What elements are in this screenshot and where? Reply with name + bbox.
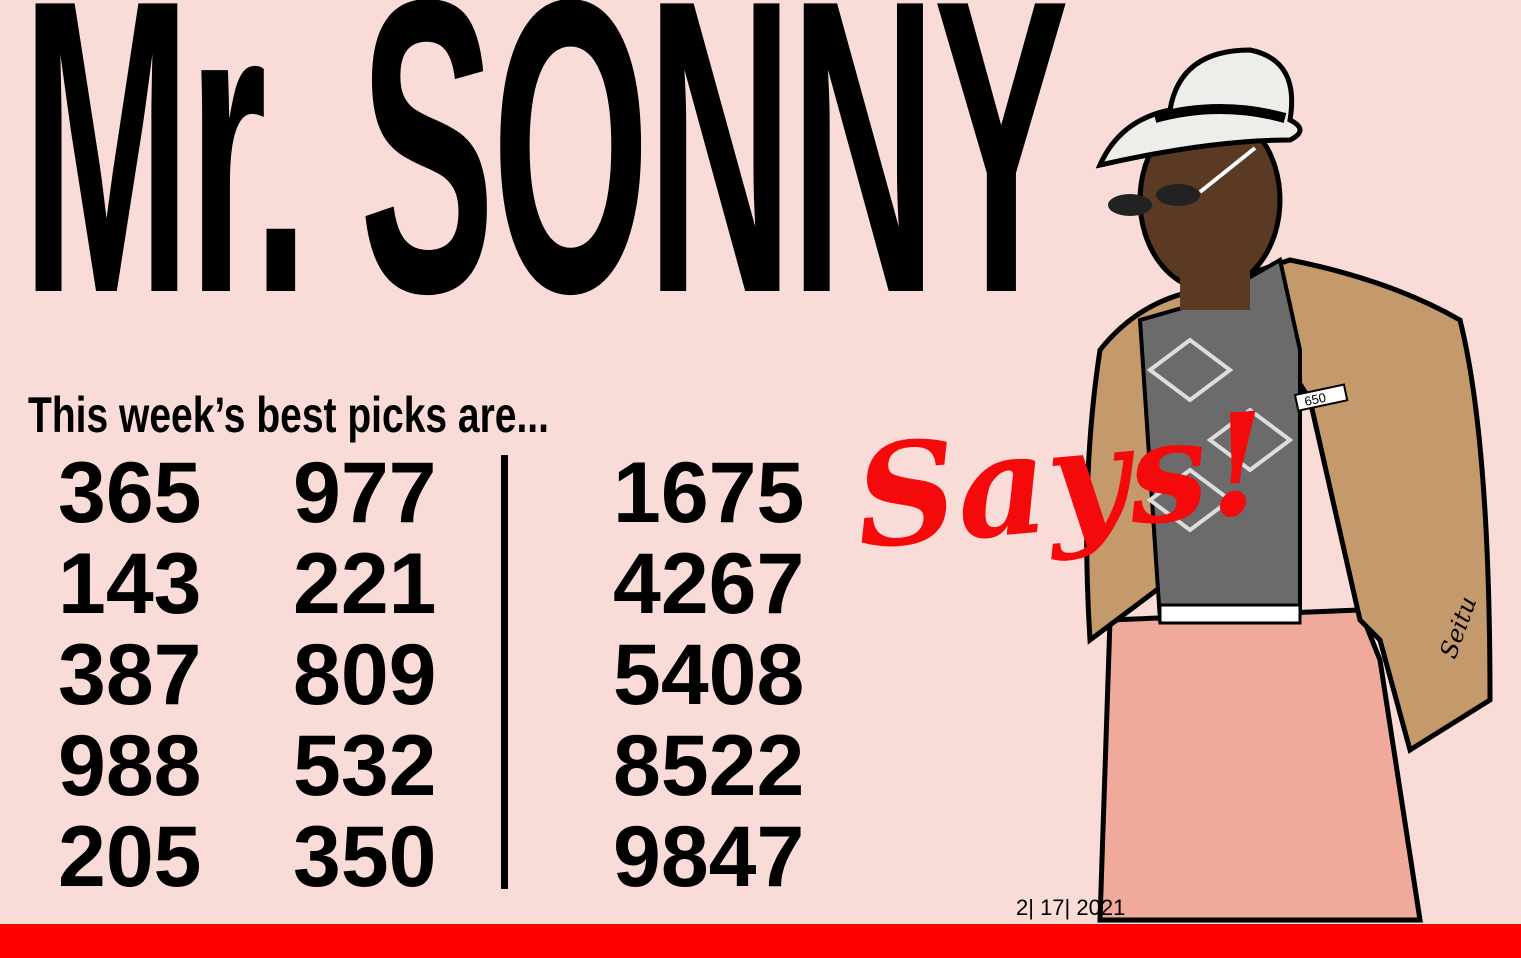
pocket-card: 650 bbox=[1293, 383, 1349, 412]
mr-sonny-illustration: 650 Seitu bbox=[1084, 47, 1493, 923]
pocket-card-number: 650 bbox=[1303, 390, 1327, 409]
pick-number: 988 bbox=[58, 718, 202, 814]
pick-number: 4267 bbox=[613, 536, 805, 632]
date-label: 2| 17| 2021 bbox=[1016, 895, 1126, 920]
pick-number: 143 bbox=[58, 536, 202, 632]
picks-column-3: 1675 4267 5408 8522 9847 bbox=[613, 448, 804, 903]
pick-number: 9847 bbox=[613, 809, 805, 905]
page-title: Mr. SONNY bbox=[22, 0, 1069, 380]
pick-number: 387 bbox=[58, 627, 202, 723]
footer-red-bar bbox=[0, 924, 1521, 958]
pick-number: 221 bbox=[293, 536, 437, 632]
picks-column-2: 977 221 809 532 350 bbox=[293, 448, 437, 903]
pick-number: 8522 bbox=[613, 718, 805, 814]
pick-number: 1675 bbox=[613, 445, 805, 541]
pick-number: 5408 bbox=[613, 627, 805, 723]
picks-column-1: 365 143 387 988 205 bbox=[58, 448, 202, 903]
pick-number: 205 bbox=[58, 809, 202, 905]
subtitle: This week’s best picks are... bbox=[28, 387, 549, 443]
pick-number: 350 bbox=[293, 809, 437, 905]
says-script-title: Says! bbox=[848, 382, 1276, 582]
pick-number: 977 bbox=[293, 445, 437, 541]
pick-number: 532 bbox=[293, 718, 437, 814]
column-divider bbox=[501, 455, 508, 889]
pick-number: 365 bbox=[58, 445, 202, 541]
pick-number: 809 bbox=[293, 627, 437, 723]
